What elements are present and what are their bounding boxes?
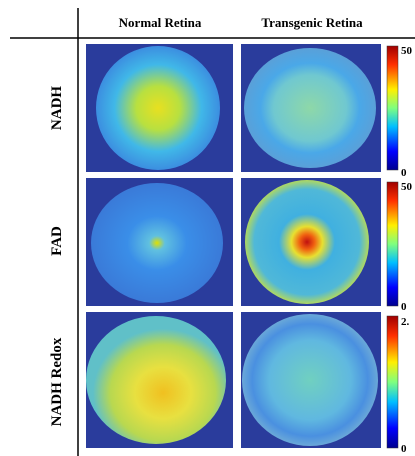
- colorbar-label: 0: [401, 167, 407, 179]
- colorbar-label: 50: [401, 45, 413, 57]
- colorbar-label: 2.: [401, 316, 410, 328]
- colorbar: [387, 46, 398, 170]
- colorbar: [387, 182, 398, 306]
- retina: [245, 180, 369, 304]
- column-header: Normal Retina: [119, 15, 202, 30]
- image-panels: [86, 44, 381, 448]
- retina: [86, 316, 226, 444]
- column-header: Transgenic Retina: [261, 15, 363, 30]
- figure: Normal Retina Transgenic Retina NADH FAD…: [0, 0, 415, 456]
- retina: [244, 48, 376, 168]
- colorbar-label: 50: [401, 181, 413, 193]
- row-label: NADH Redox: [49, 337, 65, 426]
- retina: [242, 314, 378, 446]
- colorbar-label: 0: [401, 301, 407, 313]
- retina: [96, 46, 220, 170]
- row-label: FAD: [49, 226, 65, 256]
- colorbar: [387, 316, 398, 448]
- colorbar-label: 0: [401, 443, 407, 455]
- colorbars: 50 0 50 0 2. 0: [387, 45, 413, 455]
- row-label: NADH: [49, 86, 65, 130]
- retina: [91, 183, 223, 303]
